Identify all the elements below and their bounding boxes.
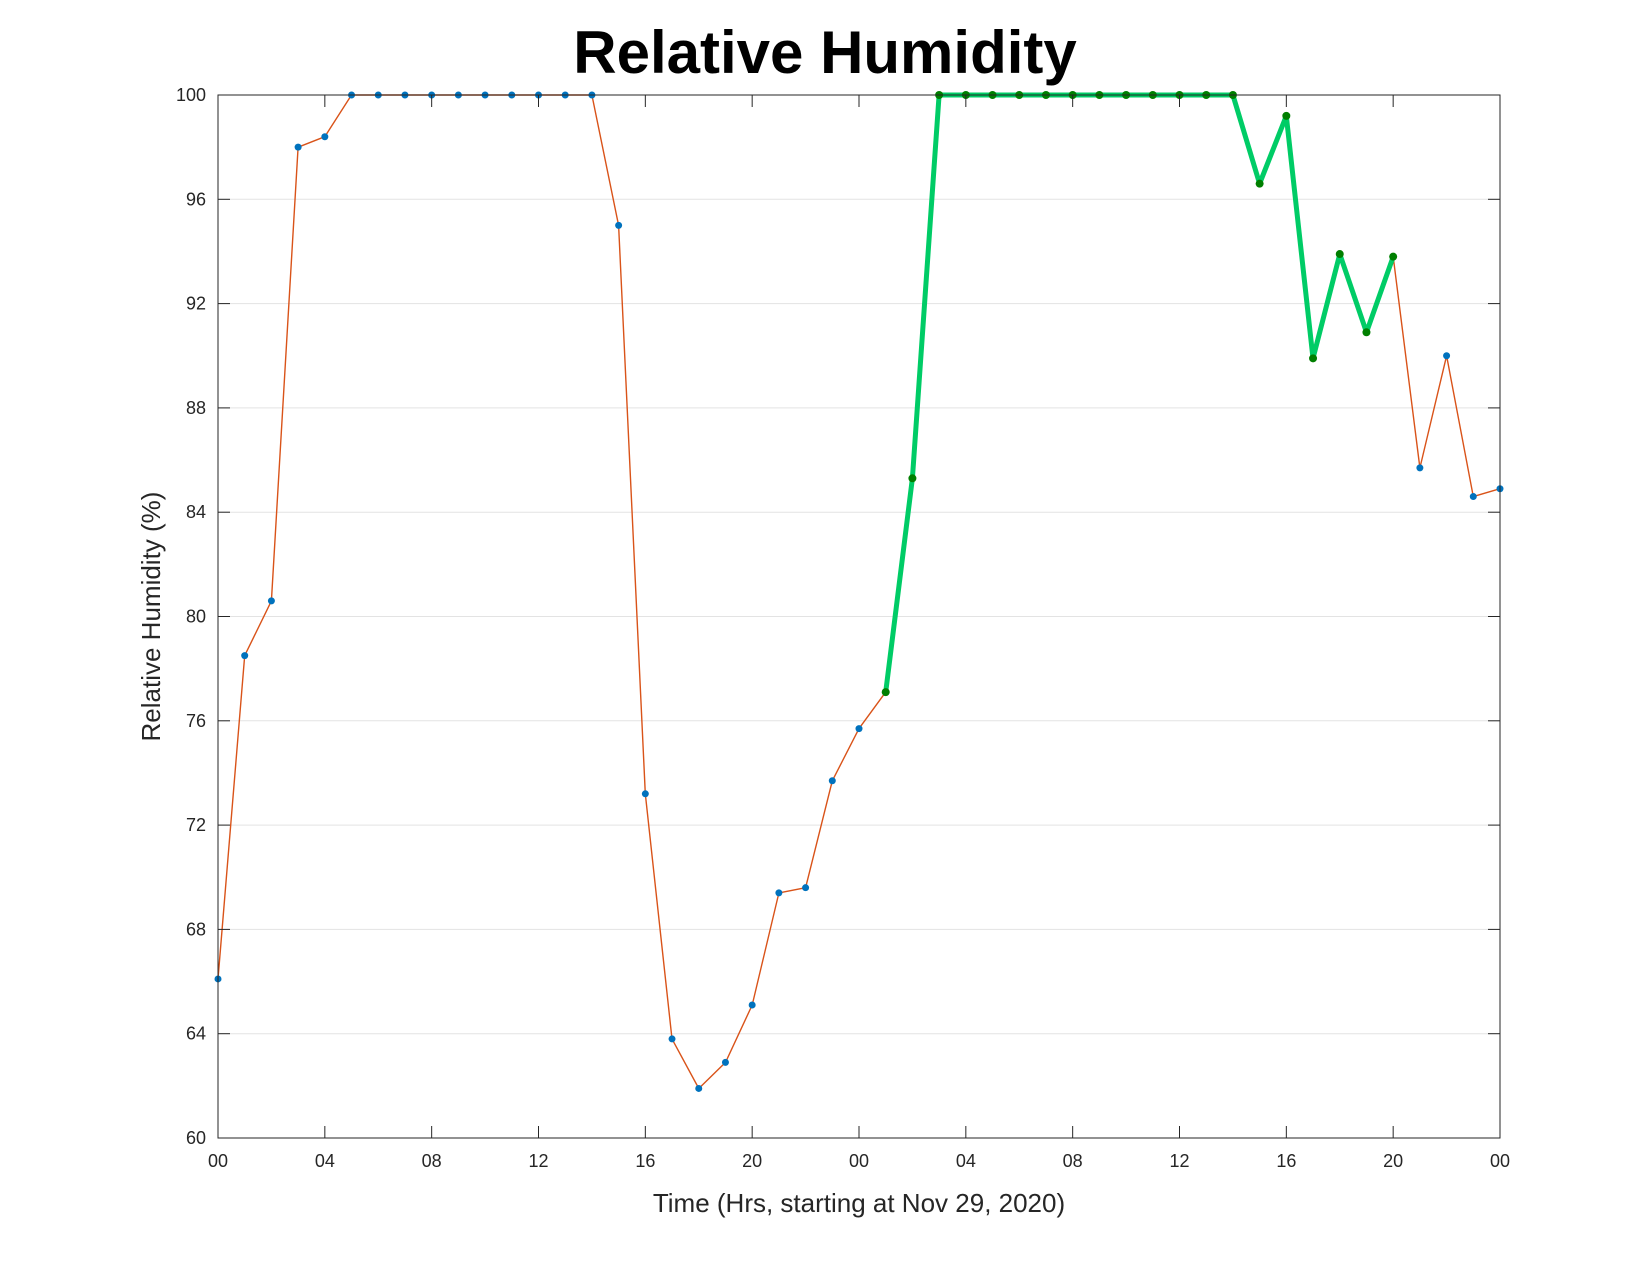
y-tick-label: 68 <box>186 919 206 939</box>
y-tick-label: 100 <box>176 85 206 105</box>
y-tick-label: 96 <box>186 189 206 209</box>
y-tick-label: 60 <box>186 1128 206 1148</box>
series-0-point <box>695 1084 703 1092</box>
x-tick-label: 20 <box>1383 1151 1403 1171</box>
y-tick-label: 88 <box>186 398 206 418</box>
series-0-point <box>668 1035 676 1043</box>
x-tick-label: 04 <box>315 1151 335 1171</box>
series-0-point <box>828 777 836 785</box>
y-tick-label: 72 <box>186 815 206 835</box>
x-tick-label: 00 <box>1490 1151 1510 1171</box>
y-tick-label: 80 <box>186 607 206 627</box>
series-1-point <box>1335 250 1344 259</box>
series-1-point <box>881 688 890 697</box>
tick-layer: 60 64 68 72 76 80 84 88 92 96 100 00 04 08 12 16 20 00 04 0… <box>176 85 1510 1171</box>
series-1-point <box>1282 111 1291 120</box>
series-0-point <box>1469 493 1477 501</box>
grid-layer <box>218 94 1500 1139</box>
series-0-point <box>855 725 863 733</box>
series-1-point <box>1255 179 1264 188</box>
x-tick-label: 12 <box>528 1151 548 1171</box>
x-tick-label: 00 <box>208 1151 228 1171</box>
x-tick-label: 00 <box>849 1151 869 1171</box>
series-0-point <box>241 652 249 660</box>
series-1-point <box>1362 328 1371 337</box>
series-0-point <box>1416 464 1424 472</box>
series-1-point <box>1389 252 1398 261</box>
series-0-point <box>1443 352 1451 360</box>
x-tick-label: 12 <box>1169 1151 1189 1171</box>
x-tick-label: 16 <box>635 1151 655 1171</box>
x-tick-label: 16 <box>1276 1151 1296 1171</box>
series-0-point <box>267 597 275 605</box>
y-tick-label: 92 <box>186 294 206 314</box>
y-axis-label: Relative Humidity (%) <box>136 492 166 742</box>
chart-title: Relative Humidity <box>573 19 1077 86</box>
x-tick-label: 08 <box>1063 1151 1083 1171</box>
x-tick-label: 04 <box>956 1151 976 1171</box>
series-1-point <box>908 474 917 483</box>
y-tick-label: 84 <box>186 502 206 522</box>
series-0-point <box>641 790 649 798</box>
series-0-point <box>802 884 810 892</box>
x-tick-label: 20 <box>742 1151 762 1171</box>
series-0-point <box>294 143 302 151</box>
series-0-line <box>217 94 1501 1090</box>
series-0-point <box>615 221 623 229</box>
y-tick-label: 64 <box>186 1024 206 1044</box>
series-0-point <box>775 889 783 897</box>
series-layer <box>214 91 1504 1092</box>
series-0-point <box>321 133 329 141</box>
series-0-point <box>721 1058 729 1066</box>
x-tick-label: 08 <box>422 1151 442 1171</box>
series-1-point <box>1309 354 1318 363</box>
y-tick-label: 76 <box>186 711 206 731</box>
series-1-line <box>883 92 1396 695</box>
x-axis-label: Time (Hrs, starting at Nov 29, 2020) <box>653 1188 1065 1218</box>
series-0-point <box>748 1001 756 1009</box>
